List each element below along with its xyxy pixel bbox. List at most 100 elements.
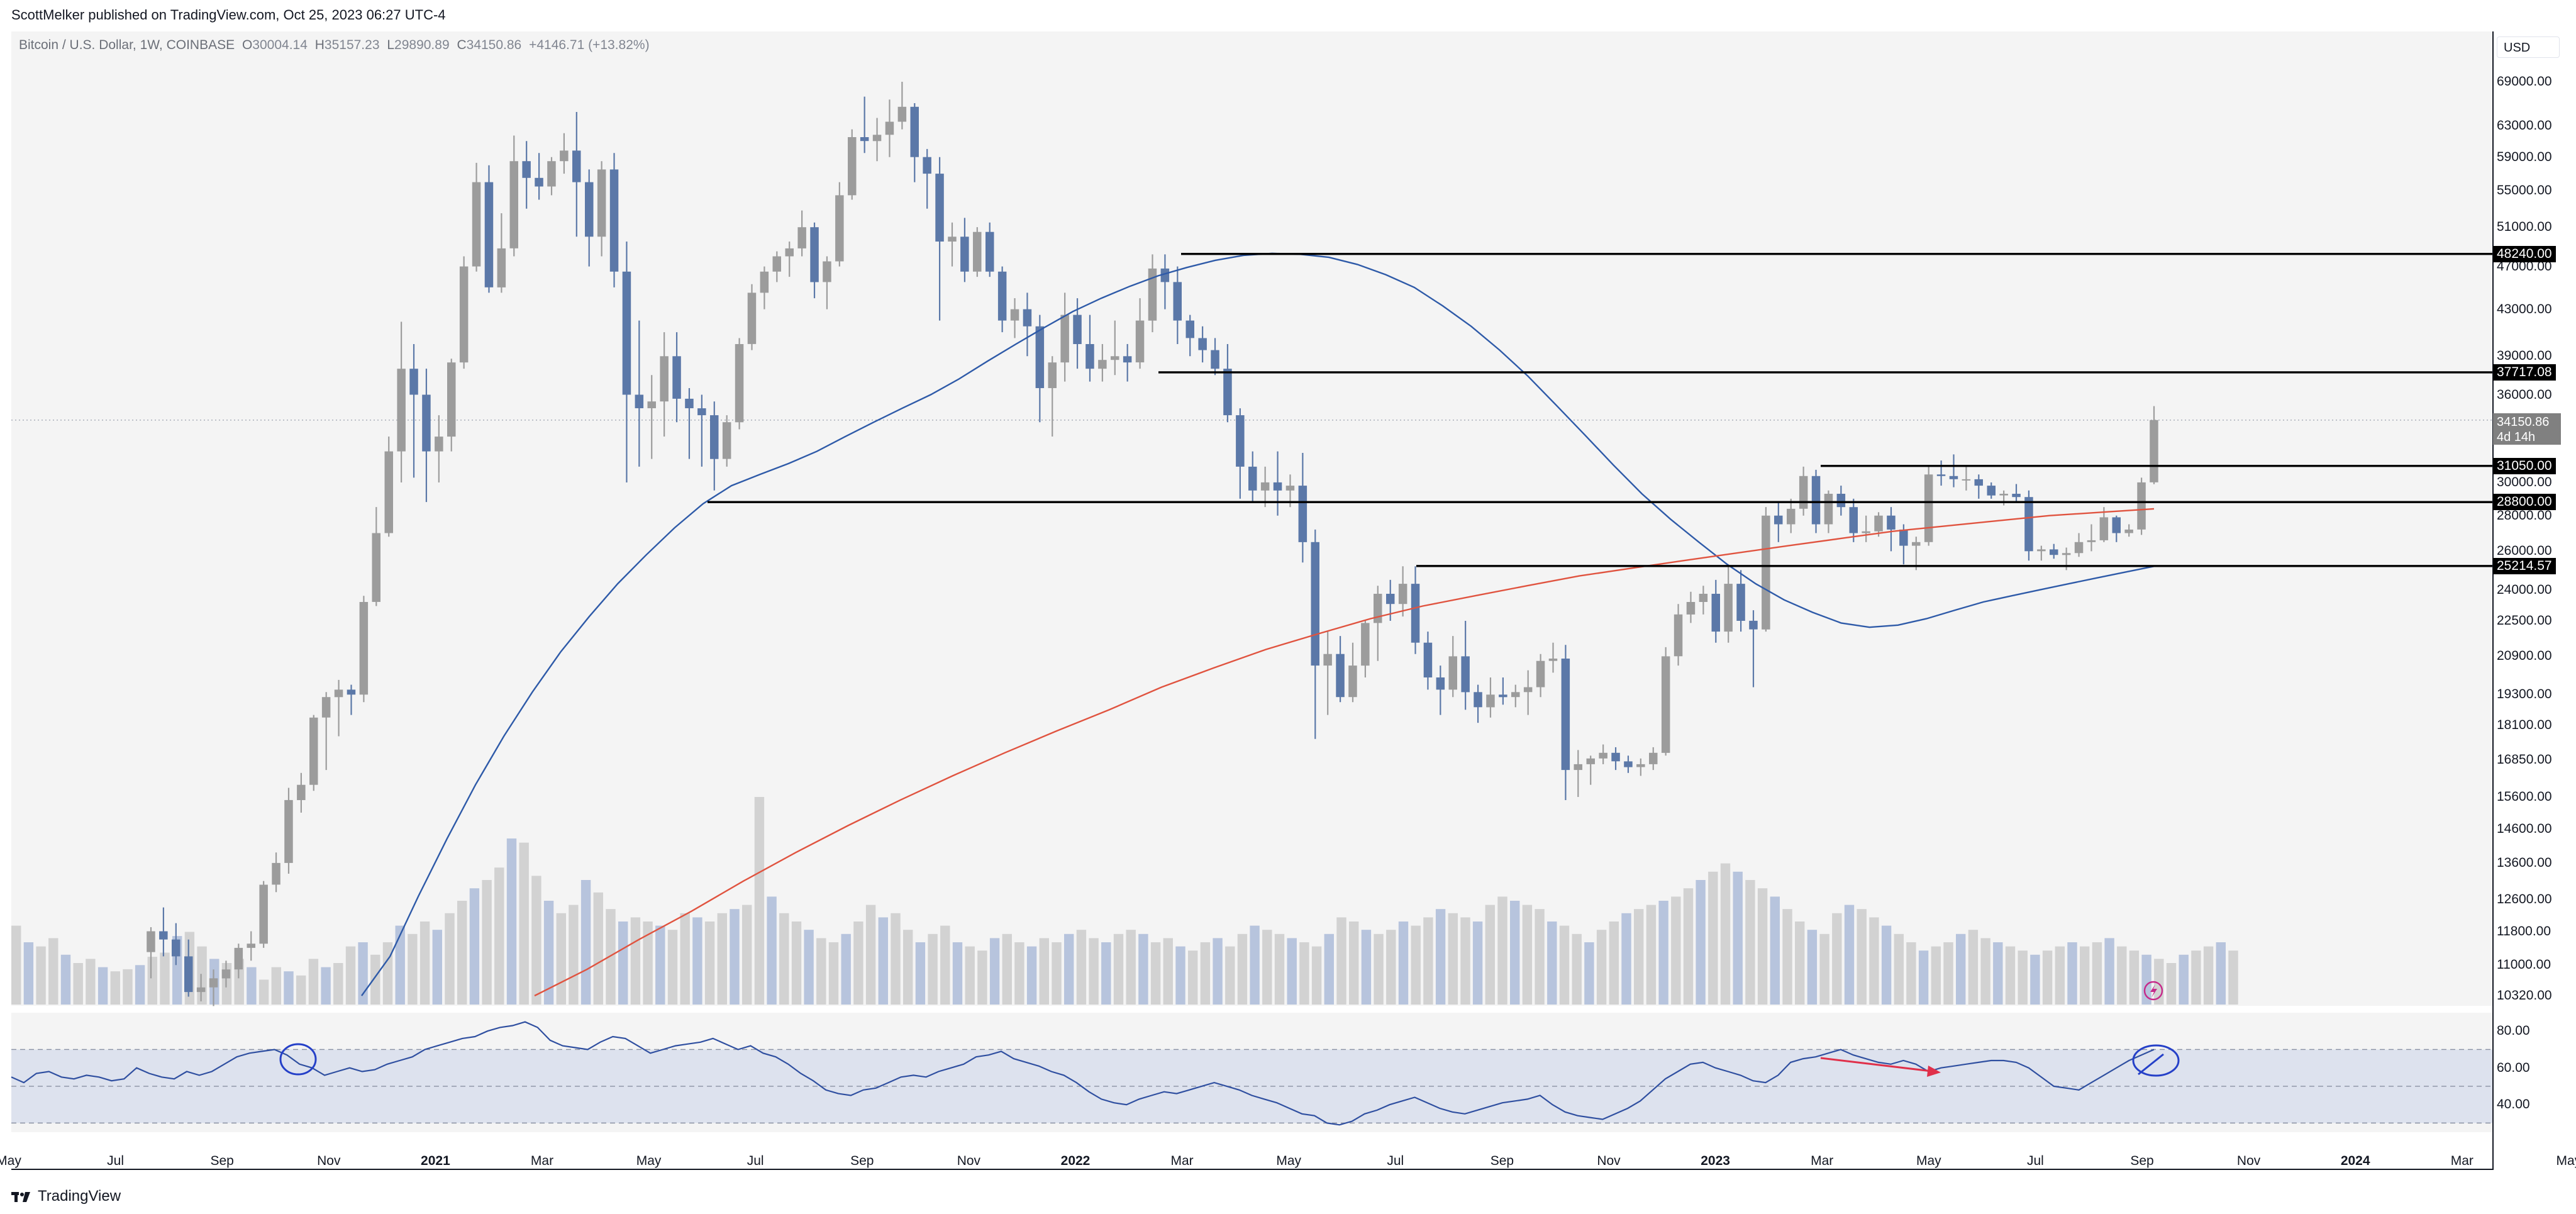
volume-bar: [36, 946, 46, 1005]
price-tick: 19300.00: [2497, 687, 2552, 702]
candle-body: [1511, 692, 1520, 698]
candle-body: [948, 237, 957, 242]
volume-bar: [110, 971, 120, 1005]
volume-bar: [531, 876, 541, 1005]
volume-bar: [2030, 954, 2040, 1005]
candle-body: [1098, 360, 1107, 369]
candle-body: [997, 271, 1007, 321]
month-tick: Mar: [1811, 1154, 1834, 1168]
candle-body: [172, 939, 180, 957]
volume-bar: [816, 938, 826, 1005]
volume-bar: [258, 979, 269, 1005]
candle-body: [2124, 529, 2133, 533]
candle-body: [359, 602, 369, 695]
candle-body: [1311, 542, 1319, 666]
candle-body: [1336, 654, 1345, 698]
volume-bar: [2080, 946, 2090, 1005]
candle-body: [2012, 494, 2021, 498]
volume-bar: [408, 933, 418, 1005]
candle-body: [1436, 677, 1445, 690]
last-price-value: 34150.86: [2497, 415, 2550, 429]
volume-bar: [469, 888, 480, 1005]
month-tick: Mar: [530, 1154, 554, 1168]
price-tick: 69000.00: [2497, 74, 2552, 89]
candle-body: [435, 437, 443, 452]
candle-body: [860, 137, 869, 142]
time-axis-divider: [11, 1169, 2492, 1170]
volume-bar: [742, 905, 752, 1005]
price-tick: 36000.00: [2497, 387, 2552, 402]
volume-bar: [482, 880, 492, 1005]
candle-body: [1736, 584, 1745, 621]
candle-body: [1711, 594, 1720, 632]
month-tick: Nov: [957, 1154, 981, 1168]
candle-body: [560, 150, 569, 162]
candle-body: [1699, 594, 1708, 602]
candle-body: [1398, 584, 1407, 604]
volume-bar: [1411, 925, 1421, 1005]
month-tick: Jul: [747, 1154, 764, 1168]
volume-bar: [1572, 933, 1582, 1005]
candle-body: [985, 231, 994, 272]
candle-body: [1836, 494, 1846, 508]
candle-body: [1160, 268, 1170, 282]
price-tick: 28000.00: [2497, 508, 2552, 523]
candle-body: [1273, 482, 1282, 491]
price-pane[interactable]: [11, 31, 2492, 1006]
volume-bar: [1535, 909, 1545, 1005]
candle-body: [259, 884, 268, 944]
candle-body: [1035, 326, 1045, 388]
volume-bar: [432, 930, 442, 1005]
candle-body: [1323, 654, 1332, 666]
volume-bar: [1213, 938, 1223, 1005]
candle-body: [2137, 482, 2146, 530]
candle-body: [1123, 356, 1132, 363]
candle-body: [1148, 268, 1157, 321]
volume-bar: [1386, 930, 1396, 1005]
volume-bar: [1274, 933, 1285, 1005]
candle-body: [635, 394, 644, 408]
rsi-line: [11, 1021, 2155, 1126]
volume-bar: [1423, 917, 1433, 1005]
rsi-band: [11, 1049, 2492, 1123]
volume-bar: [1510, 901, 1520, 1005]
candle-body: [910, 106, 919, 157]
currency-selector[interactable]: USD: [2497, 36, 2560, 58]
candle-body: [2050, 549, 2058, 555]
volume-bar: [1757, 888, 1768, 1005]
candle-body: [1298, 486, 1307, 542]
candle-body: [284, 799, 293, 863]
month-tick: Jul: [107, 1154, 125, 1168]
footer-brand[interactable]: TradingView: [11, 1188, 121, 1205]
candle-body: [1361, 623, 1370, 666]
volume-bar: [754, 797, 765, 1005]
volume-bar: [2055, 946, 2065, 1005]
volume-bar: [1956, 933, 1966, 1005]
candle-body: [2150, 420, 2158, 482]
volume-bar: [1113, 933, 1124, 1005]
volume-bar: [853, 922, 863, 1005]
open-label: O: [242, 38, 253, 52]
price-tick: 13600.00: [2497, 855, 2552, 870]
candle-body: [484, 182, 494, 287]
volume-bar: [1163, 938, 1173, 1005]
volume-bar: [1931, 946, 1941, 1005]
close-label: C: [457, 38, 467, 52]
rsi-tick: 40.00: [2497, 1097, 2530, 1112]
candle-body: [2099, 517, 2109, 540]
candle-body: [1023, 309, 1032, 326]
candle-body: [234, 947, 243, 970]
volume-bar: [296, 975, 306, 1005]
volume-bar: [2104, 938, 2114, 1005]
price-tick: 16850.00: [2497, 752, 2552, 767]
volume-bar: [1696, 880, 1706, 1005]
publisher-line: ScottMelker published on TradingView.com…: [11, 7, 446, 23]
volume-bar: [580, 880, 591, 1005]
volume-bar: [1188, 950, 1198, 1005]
low-label: L: [387, 38, 395, 52]
candle-body: [184, 956, 193, 993]
price-tick: 15600.00: [2497, 789, 2552, 804]
volume-bar: [791, 922, 802, 1005]
month-tick: Nov: [1597, 1154, 1621, 1168]
